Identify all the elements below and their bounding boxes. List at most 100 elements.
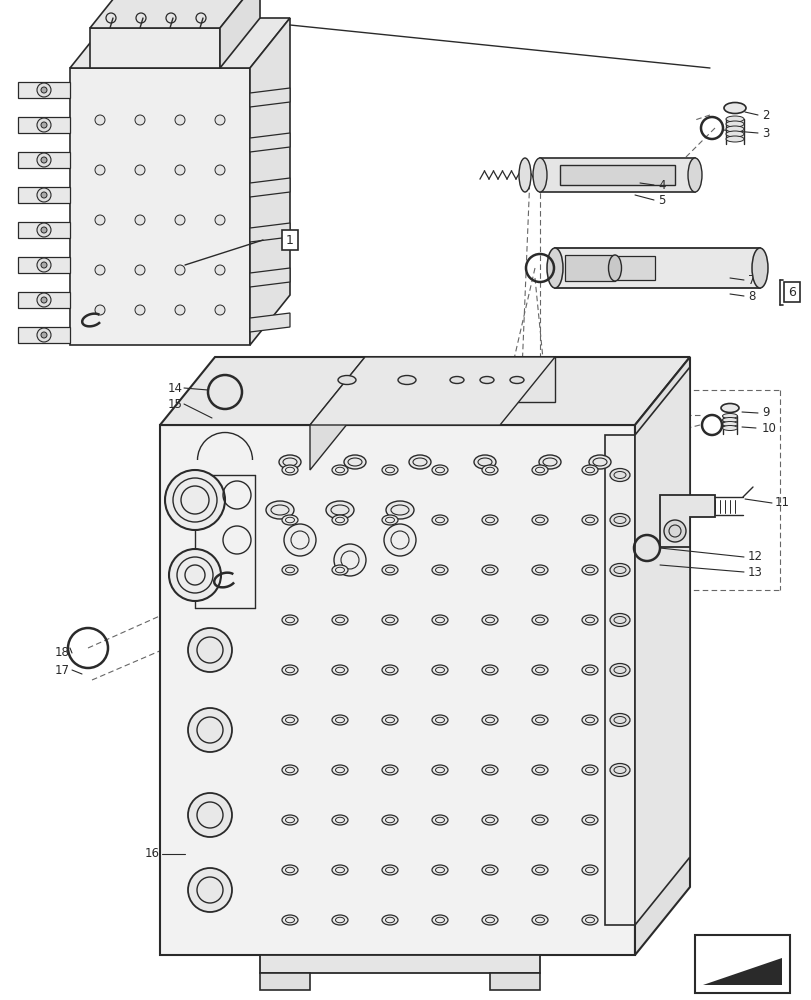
Ellipse shape [722, 418, 736, 422]
Ellipse shape [725, 116, 743, 122]
Ellipse shape [581, 665, 597, 675]
Ellipse shape [381, 615, 397, 625]
Text: 14: 14 [168, 381, 182, 394]
Ellipse shape [609, 713, 629, 726]
Circle shape [188, 708, 232, 752]
Polygon shape [634, 367, 689, 925]
Circle shape [188, 868, 232, 912]
Ellipse shape [581, 515, 597, 525]
Polygon shape [160, 425, 634, 955]
Ellipse shape [281, 865, 298, 875]
Circle shape [95, 215, 105, 225]
Ellipse shape [687, 158, 702, 192]
Polygon shape [260, 973, 310, 990]
Circle shape [135, 165, 145, 175]
Ellipse shape [281, 815, 298, 825]
Circle shape [333, 544, 366, 576]
Circle shape [175, 165, 185, 175]
Ellipse shape [581, 865, 597, 875]
Ellipse shape [279, 455, 301, 469]
Ellipse shape [385, 501, 414, 519]
Polygon shape [250, 133, 290, 152]
Ellipse shape [725, 121, 743, 127]
Circle shape [37, 188, 51, 202]
Polygon shape [90, 0, 260, 28]
Polygon shape [18, 152, 70, 168]
Circle shape [37, 153, 51, 167]
Ellipse shape [337, 375, 355, 384]
Circle shape [175, 305, 185, 315]
Ellipse shape [381, 515, 397, 525]
Text: 17: 17 [55, 664, 70, 676]
Circle shape [41, 122, 47, 128]
Polygon shape [250, 268, 290, 287]
Ellipse shape [609, 468, 629, 482]
Ellipse shape [381, 915, 397, 925]
Circle shape [41, 332, 47, 338]
Ellipse shape [266, 501, 294, 519]
Ellipse shape [431, 915, 448, 925]
Polygon shape [489, 973, 539, 990]
Polygon shape [18, 222, 70, 238]
Ellipse shape [509, 376, 523, 383]
Ellipse shape [531, 665, 547, 675]
Ellipse shape [531, 565, 547, 575]
Ellipse shape [588, 455, 610, 469]
Polygon shape [365, 357, 554, 402]
Circle shape [41, 227, 47, 233]
Circle shape [135, 265, 145, 275]
Polygon shape [614, 256, 654, 280]
Circle shape [41, 262, 47, 268]
Polygon shape [18, 292, 70, 308]
Ellipse shape [722, 414, 736, 418]
Ellipse shape [281, 515, 298, 525]
Circle shape [37, 223, 51, 237]
Circle shape [95, 115, 105, 125]
Ellipse shape [332, 765, 348, 775]
Ellipse shape [332, 665, 348, 675]
Text: 7: 7 [747, 273, 754, 286]
Text: 3: 3 [761, 127, 769, 140]
Ellipse shape [381, 815, 397, 825]
Ellipse shape [332, 915, 348, 925]
Polygon shape [539, 158, 694, 192]
Ellipse shape [581, 715, 597, 725]
Ellipse shape [531, 515, 547, 525]
Ellipse shape [281, 665, 298, 675]
Ellipse shape [281, 715, 298, 725]
Ellipse shape [609, 564, 629, 576]
Ellipse shape [431, 665, 448, 675]
Polygon shape [160, 357, 689, 425]
Ellipse shape [725, 126, 743, 132]
Circle shape [215, 165, 225, 175]
Ellipse shape [431, 765, 448, 775]
Ellipse shape [531, 865, 547, 875]
Ellipse shape [531, 715, 547, 725]
Circle shape [135, 215, 145, 225]
Polygon shape [250, 18, 290, 345]
Text: 11: 11 [774, 496, 789, 510]
Text: 5: 5 [657, 194, 664, 207]
Polygon shape [18, 82, 70, 98]
Circle shape [37, 293, 51, 307]
Ellipse shape [381, 715, 397, 725]
Text: 12: 12 [747, 550, 762, 564]
Ellipse shape [581, 565, 597, 575]
Ellipse shape [482, 615, 497, 625]
Circle shape [215, 305, 225, 315]
Circle shape [41, 87, 47, 93]
Ellipse shape [431, 515, 448, 525]
Ellipse shape [449, 376, 463, 383]
Ellipse shape [609, 664, 629, 676]
Circle shape [663, 520, 685, 542]
Ellipse shape [409, 455, 431, 469]
Polygon shape [220, 0, 260, 68]
Polygon shape [18, 117, 70, 133]
Text: 2: 2 [761, 109, 769, 122]
Ellipse shape [431, 865, 448, 875]
Polygon shape [250, 223, 290, 242]
Ellipse shape [431, 465, 448, 475]
Ellipse shape [325, 501, 354, 519]
Polygon shape [659, 495, 714, 547]
Ellipse shape [381, 465, 397, 475]
